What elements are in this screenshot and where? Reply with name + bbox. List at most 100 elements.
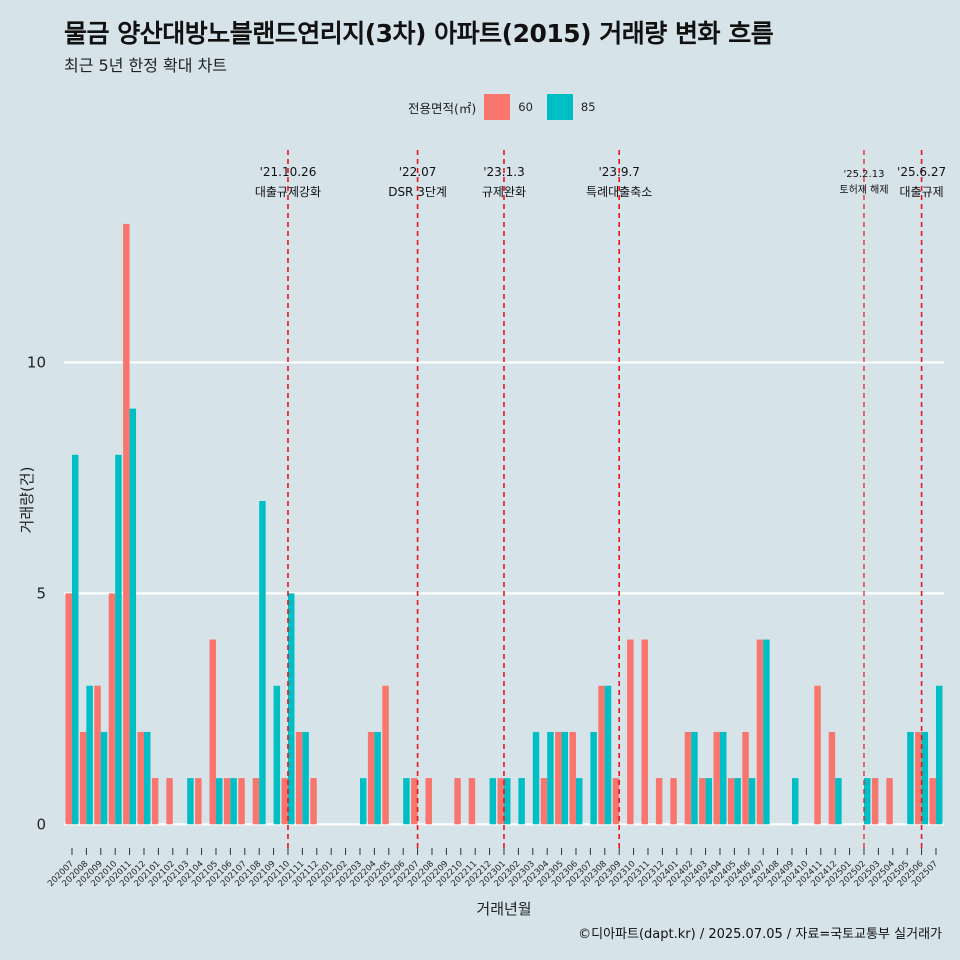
- bar-60-202112: [310, 778, 317, 825]
- bar-85-202103: [187, 778, 194, 825]
- bar-60-202105: [209, 639, 216, 825]
- event-label: 대출규제: [899, 185, 943, 199]
- bar-85-202308: [604, 685, 612, 825]
- bar-85-202109: [273, 685, 281, 825]
- event-date: '23.9.7: [598, 165, 639, 179]
- bar-85-202301: [503, 778, 511, 825]
- y-tick-label: 10: [27, 353, 46, 371]
- bar-85-202507: [935, 685, 943, 825]
- bar-85-202009: [100, 731, 108, 825]
- event-label: 대출규제강화: [255, 185, 321, 199]
- bar-60-202401: [670, 778, 677, 825]
- bar-60-202210: [454, 778, 461, 825]
- bar-60-202012: [137, 731, 144, 825]
- bar-85-202506: [921, 731, 929, 825]
- bar-85-202403: [705, 778, 713, 825]
- bar-60-202211: [468, 778, 476, 825]
- bar-85-202105: [215, 778, 223, 825]
- bar-60-202504: [886, 778, 893, 825]
- bar-85-202304: [547, 731, 554, 825]
- chart-title: 물금 양산대방노블랜드연리지(3차) 아파트(2015) 거래량 변화 흐름: [64, 19, 774, 48]
- event-label: 규제완화: [482, 185, 526, 199]
- event-date: '25.6.27: [897, 165, 946, 179]
- bar-85-202402: [691, 731, 698, 825]
- y-tick-label: 5: [36, 584, 46, 602]
- event-date: '21.10.26: [260, 165, 317, 179]
- event-date: '23.1.3: [483, 165, 524, 179]
- bar-60-202101: [151, 778, 159, 825]
- bar-60-202207: [411, 778, 418, 825]
- event-label: DSR 3단계: [388, 185, 447, 199]
- bar-60-202406: [742, 731, 749, 825]
- bar-60-202404: [713, 731, 720, 825]
- bar-60-202204: [367, 731, 375, 825]
- event-date: '22.07: [399, 165, 437, 179]
- event-label: 특례대출축소: [586, 185, 652, 199]
- bar-60-202306: [569, 731, 576, 825]
- bar-60-202310: [627, 639, 634, 825]
- bar-85-202404: [719, 731, 727, 825]
- bar-60-202106: [223, 778, 231, 825]
- bar-85-202302: [518, 778, 525, 825]
- bar-60-202301: [497, 778, 504, 825]
- bar-60-202402: [684, 731, 692, 825]
- bar-85-202106: [230, 778, 237, 825]
- bar-60-202403: [699, 778, 706, 825]
- bar-85-202008: [86, 685, 93, 825]
- bar-60-202010: [108, 593, 116, 825]
- bar-85-202307: [590, 731, 597, 825]
- legend-title: 전용면적(㎡): [408, 100, 477, 116]
- bar-85-202412: [835, 778, 842, 825]
- bar-60-202506: [915, 731, 922, 825]
- event-date: '25.2.13: [844, 169, 885, 180]
- bar-60-202102: [166, 778, 173, 825]
- source-caption: ©디아파트(dapt.kr) / 2025.07.05 / 자료=국토교통부 실…: [578, 927, 942, 942]
- bar-60-202412: [828, 731, 836, 825]
- bar-85-202010: [115, 454, 122, 825]
- bar-85-202204: [374, 731, 381, 825]
- bar-85-202409: [791, 778, 799, 825]
- bar-60-202011: [123, 223, 130, 825]
- bar-85-202505: [907, 731, 914, 825]
- bar-60-202407: [756, 639, 764, 825]
- bar-60-202312: [655, 778, 663, 825]
- bar-60-202205: [382, 685, 389, 825]
- legend-key-85: [546, 94, 573, 120]
- y-axis-title: 거래량(건): [18, 467, 36, 534]
- bar-60-202009: [94, 685, 101, 825]
- x-axis-title: 거래년월: [476, 900, 531, 918]
- bar-60-202110: [281, 778, 288, 825]
- bar-85-202406: [748, 778, 756, 825]
- bar-60-202411: [814, 685, 821, 825]
- event-label: 토허제 해제: [839, 183, 888, 196]
- bar-60-202007: [65, 593, 72, 825]
- bar-60-202108: [252, 778, 260, 825]
- bar-85-202303: [532, 731, 540, 825]
- legend: 전용면적(㎡) 60 85: [408, 93, 610, 121]
- bar-85-202203: [359, 778, 367, 825]
- bar-85-202306: [575, 778, 583, 825]
- bar-85-202007: [71, 454, 79, 825]
- bar-85-202405: [734, 778, 741, 825]
- bar-85-202212: [489, 778, 497, 825]
- bar-60-202507: [929, 778, 936, 825]
- bar-60-202208: [425, 778, 432, 825]
- bar-85-202407: [763, 639, 770, 825]
- bar-85-202108: [259, 501, 266, 825]
- bar-85-202110: [287, 593, 295, 825]
- chart-subtitle: 최근 5년 한정 확대 차트: [64, 56, 228, 75]
- legend-label-85: 85: [580, 100, 596, 114]
- legend-key-60: [484, 94, 511, 120]
- bar-60-202405: [727, 778, 735, 825]
- bar-60-202309: [612, 778, 620, 825]
- bar-60-202111: [295, 731, 303, 825]
- bar-60-202304: [540, 778, 548, 825]
- bar-60-202008: [79, 731, 87, 825]
- bar-60-202305: [555, 731, 562, 825]
- bar-85-202111: [302, 731, 309, 825]
- bar-85-202305: [561, 731, 569, 825]
- bar-60-202503: [871, 778, 879, 825]
- legend-label-60: 60: [518, 100, 533, 114]
